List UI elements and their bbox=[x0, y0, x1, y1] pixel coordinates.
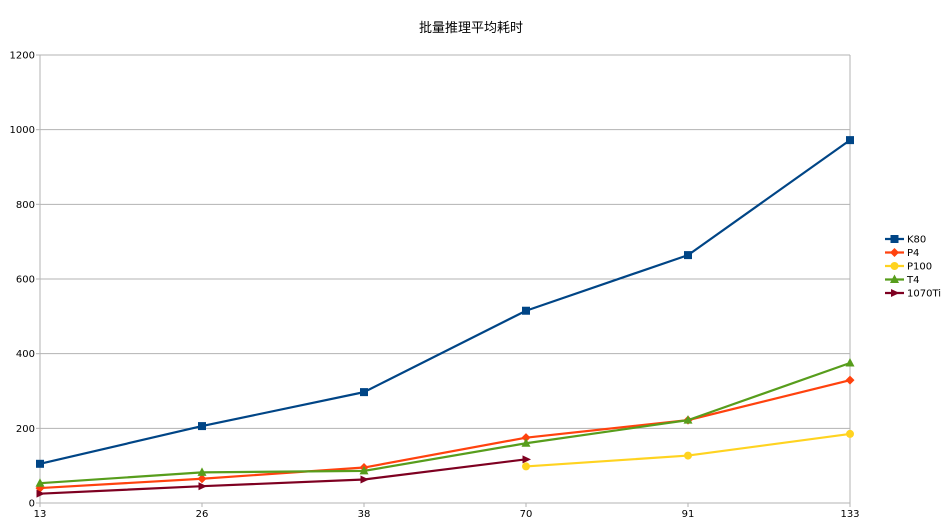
series-line-T4 bbox=[39, 361, 851, 485]
y-tick-label-3: 600 bbox=[16, 275, 35, 286]
series-line-P100 bbox=[525, 432, 851, 468]
legend-label-K80: K80 bbox=[907, 235, 926, 246]
data-point-T4-133 bbox=[845, 358, 855, 367]
series-1070Ti bbox=[36, 455, 531, 498]
legend-marker-K80 bbox=[890, 235, 899, 243]
x-tick-label-0: 13 bbox=[34, 509, 47, 520]
y-tick-label-4: 800 bbox=[16, 200, 35, 211]
data-point-1070Ti-70 bbox=[522, 455, 531, 464]
series-T4 bbox=[35, 358, 855, 487]
data-point-1070Ti-13 bbox=[36, 489, 45, 498]
axis-layer: 0 200 400 600 800 1000 1200 13 26 38 70 91 133 bbox=[10, 51, 860, 521]
legend-item-1070Ti: 1070Ti bbox=[885, 289, 941, 300]
legend-marker-P100 bbox=[890, 262, 899, 270]
grid-layer bbox=[40, 54, 850, 429]
legend-item-P4: P4 bbox=[885, 248, 919, 259]
data-point-P100-91 bbox=[684, 451, 692, 460]
data-point-K80-38 bbox=[360, 388, 368, 397]
legend-item-T4: T4 bbox=[885, 274, 919, 286]
data-point-K80-70 bbox=[522, 306, 530, 315]
y-tick-label-6: 1200 bbox=[10, 51, 35, 62]
series-line-P4 bbox=[39, 379, 851, 490]
legend-label-T4: T4 bbox=[906, 275, 919, 286]
y-tick-label-2: 400 bbox=[16, 349, 35, 360]
series-layer bbox=[35, 136, 855, 498]
data-point-K80-13 bbox=[36, 459, 44, 468]
series-line-1070Ti bbox=[39, 458, 527, 495]
data-point-T4-26 bbox=[197, 467, 207, 476]
y-tick-label-0: 0 bbox=[29, 499, 35, 510]
data-point-T4-91 bbox=[683, 415, 693, 424]
data-point-T4-13 bbox=[35, 478, 45, 487]
data-point-T4-70 bbox=[521, 438, 531, 447]
data-point-P4-133 bbox=[845, 375, 855, 385]
x-tick-label-1: 26 bbox=[196, 509, 209, 520]
y-tick-label-5: 1000 bbox=[10, 125, 35, 136]
data-point-1070Ti-38 bbox=[360, 475, 369, 484]
y-tick-label-1: 200 bbox=[16, 424, 35, 435]
x-tick-label-5: 133 bbox=[840, 509, 859, 520]
legend-item-K80: K80 bbox=[885, 235, 926, 246]
data-point-P100-133 bbox=[846, 429, 854, 438]
chart-title: 批量推理平均耗时 bbox=[419, 21, 523, 36]
legend-item-P100: P100 bbox=[885, 262, 932, 273]
legend-marker-T4 bbox=[890, 274, 899, 283]
series-P4 bbox=[35, 375, 855, 493]
x-tick-label-4: 91 bbox=[682, 509, 695, 520]
x-tick-label-3: 70 bbox=[520, 509, 533, 520]
series-line-K80 bbox=[39, 139, 851, 465]
legend-marker-1070Ti bbox=[891, 289, 900, 297]
legend-marker-P4 bbox=[890, 248, 899, 257]
data-point-K80-26 bbox=[198, 422, 206, 431]
data-point-P100-70 bbox=[522, 462, 530, 471]
data-point-1070Ti-26 bbox=[198, 482, 207, 491]
data-point-P4-70 bbox=[521, 433, 531, 443]
legend-label-1070Ti: 1070Ti bbox=[907, 289, 941, 300]
x-tick-label-2: 38 bbox=[358, 509, 371, 520]
legend-label-P4: P4 bbox=[907, 248, 919, 259]
data-point-T4-38 bbox=[359, 465, 369, 475]
series-P100 bbox=[522, 429, 854, 471]
data-point-K80-133 bbox=[846, 136, 854, 145]
data-point-K80-91 bbox=[684, 251, 692, 260]
legend-label-P100: P100 bbox=[907, 262, 932, 273]
data-point-P4-26 bbox=[197, 474, 207, 484]
series-K80 bbox=[36, 136, 854, 468]
legend: K80 P4 P100 T4 1070Ti bbox=[885, 235, 941, 300]
